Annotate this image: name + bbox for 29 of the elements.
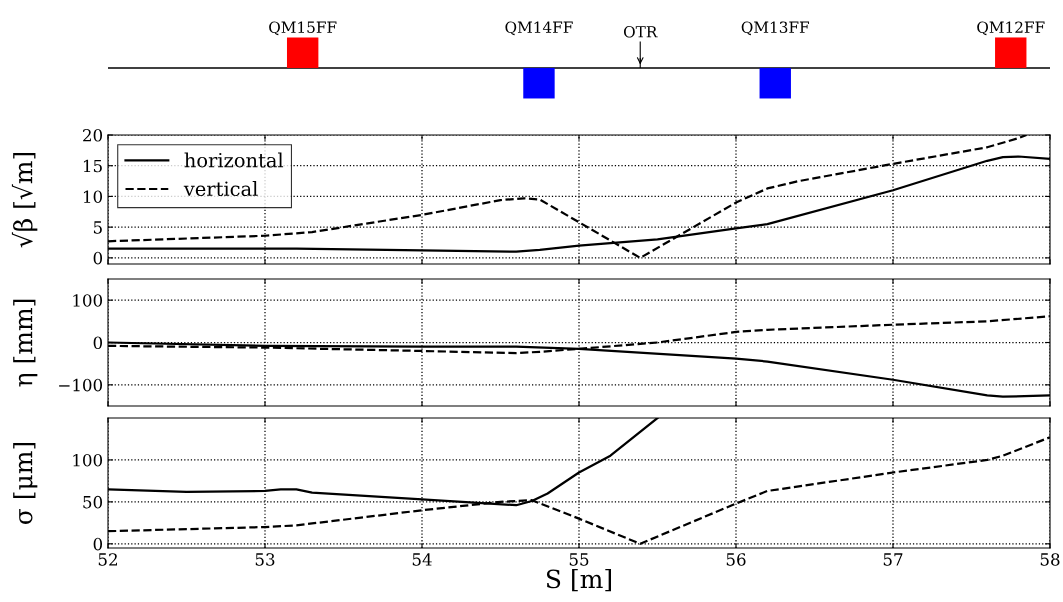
ref-line-label: OTR: [623, 25, 658, 38]
annotation: QM15FF: [269, 21, 337, 36]
x-tick-label: 56: [726, 553, 746, 566]
y-tick-label: 20: [83, 128, 103, 142]
y-tick-label: 0: [93, 251, 103, 265]
legend-label: vertical: [183, 181, 258, 197]
x-tick-label: 54: [412, 553, 432, 566]
y-tick-label: 5: [93, 221, 102, 234]
annotation: QM12FF: [977, 21, 1045, 36]
x-tick-label: 55: [569, 553, 589, 566]
x-tick-label: 52: [98, 553, 117, 566]
y-tick-label: −100: [59, 378, 103, 392]
legend-label: horizontal: [184, 152, 284, 168]
y-axis-title: √β [√m]: [11, 152, 38, 248]
x-tick-label: 57: [883, 553, 903, 566]
y-axis-title: η [mm]: [13, 299, 38, 387]
y-tick-label: 15: [83, 159, 102, 173]
y-tick-label: 0: [93, 537, 103, 551]
y-tick-label: 0: [93, 336, 103, 350]
y-tick-label: 10: [83, 190, 103, 203]
x-tick-label: 58: [1040, 553, 1060, 566]
y-tick-label: 100: [73, 294, 103, 307]
x-tick-label: 53: [255, 553, 275, 566]
x-axis-title: S [m]: [546, 568, 611, 592]
annotation: QM13FF: [741, 21, 810, 36]
y-axis-title: σ [μm]: [13, 442, 38, 524]
y-tick-label: 100: [73, 453, 103, 467]
y-tick-label: 50: [83, 495, 103, 509]
annotation: QM14FF: [505, 21, 573, 36]
